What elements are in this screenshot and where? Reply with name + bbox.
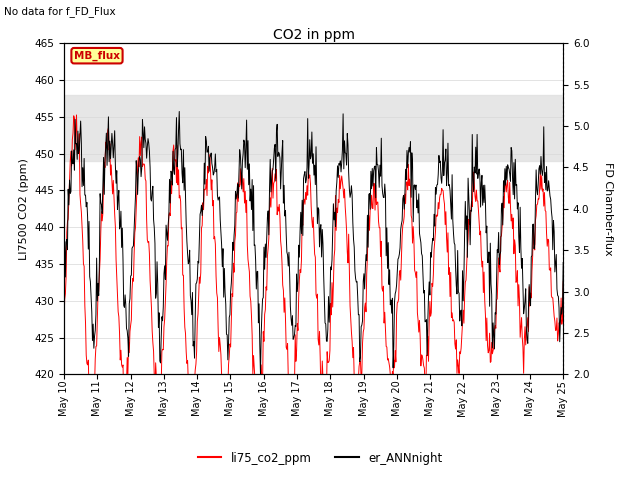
Y-axis label: LI7500 CO2 (ppm): LI7500 CO2 (ppm) <box>19 158 29 260</box>
Text: MB_flux: MB_flux <box>74 50 120 61</box>
Text: No data for f_FD_Flux: No data for f_FD_Flux <box>4 6 116 17</box>
Y-axis label: FD Chamber-flux: FD Chamber-flux <box>604 162 613 256</box>
Bar <box>64 95 563 161</box>
Legend: li75_co2_ppm, er_ANNnight: li75_co2_ppm, er_ANNnight <box>193 447 447 469</box>
Title: CO2 in ppm: CO2 in ppm <box>273 28 355 42</box>
